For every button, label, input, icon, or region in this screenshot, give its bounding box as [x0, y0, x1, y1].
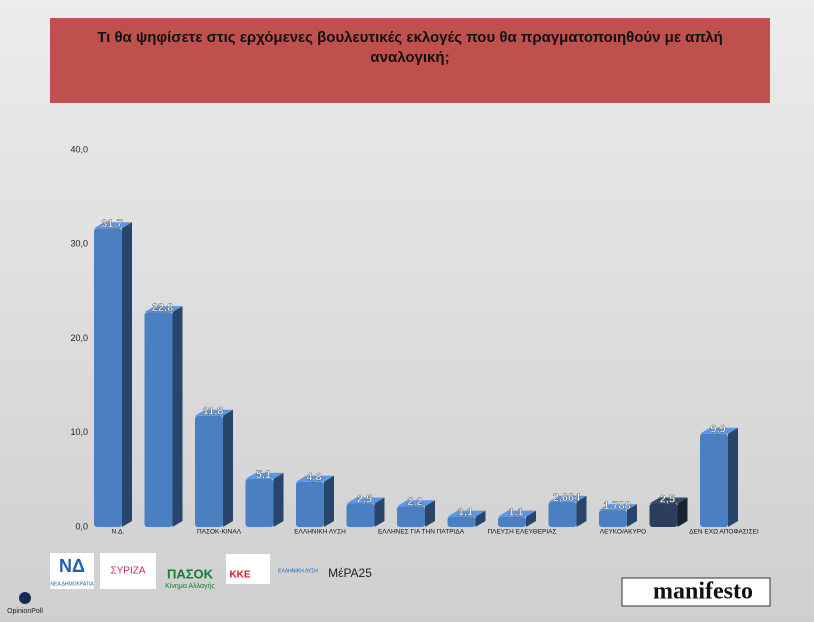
bar-top: [245, 472, 284, 479]
bar: [346, 503, 375, 527]
logo-box: [100, 553, 156, 589]
bar: [548, 501, 577, 527]
bar-side: [475, 510, 486, 527]
value-label: 2,5: [357, 493, 372, 505]
logo: manifesto: [653, 579, 753, 605]
value-label: 1,1: [508, 507, 523, 519]
value-label: 1,1: [458, 507, 473, 519]
bar-top: [700, 427, 738, 434]
value-label: 2,664: [553, 492, 581, 504]
bar-top: [144, 306, 183, 313]
x-tick-label: ΠΑΣΟΚ-ΚΙΝΑΛ: [197, 529, 242, 536]
x-tick-label: Ν.Δ.: [112, 529, 125, 536]
bar-top: [346, 497, 385, 504]
value-label: 1,788: [603, 500, 631, 512]
bar-top: [548, 495, 587, 502]
value-label: 11,8: [203, 406, 224, 418]
x-tick-label: ΔΕΝ ΕΧΩ ΑΠΟΦΑΣΙΣΕΙ: [689, 529, 759, 536]
logo: ΠΑΣΟΚ: [167, 566, 214, 581]
bar-side: [425, 500, 435, 527]
bar: [94, 228, 122, 528]
bar: [195, 415, 223, 527]
bar: [649, 503, 678, 527]
logo: ΜέΡΑ25: [328, 566, 372, 580]
bar-side: [374, 497, 385, 527]
bar-top: [649, 497, 688, 504]
bar-side: [223, 409, 233, 527]
x-tick-label: ΕΛΛΗΝΙΚΗ ΛΥΣΗ: [294, 529, 346, 536]
logo: ΝΔ: [59, 556, 85, 576]
bar-side: [122, 222, 132, 528]
bar-top: [94, 222, 132, 229]
bar-side: [172, 306, 183, 527]
bar-side: [526, 510, 536, 527]
logo: ΕΛΛΗΝΙΚΗ ΛΥΣΗ: [278, 568, 318, 574]
logo: ΝΕΑ ΔΗΜΟΚΡΑΤΙΑ: [50, 581, 94, 587]
logo-box: [226, 554, 270, 584]
value-label: 2,2: [407, 496, 422, 508]
bar-top: [195, 409, 233, 416]
y-tick-label: 20,0: [70, 333, 88, 343]
bar-side: [324, 475, 334, 527]
bar-top: [397, 500, 435, 507]
logo-box: [50, 553, 94, 589]
bar-side: [728, 427, 738, 527]
logo: ΣΥΡΙΖΑ: [110, 566, 145, 577]
title-box: [50, 18, 770, 103]
bar: [599, 510, 627, 527]
logo: ΚΚΕ: [229, 570, 250, 581]
value-label: 9,9: [710, 424, 725, 436]
title-wrap: Τι θα ψηφίσετε στις ερχόμενες βουλευτικέ…: [97, 29, 723, 66]
bar-top: [498, 510, 536, 517]
x-tick-label: ΕΛΛΗΝΕΣ ΓΙΑ ΤΗΝ ΠΑΤΡΙΔΑ: [378, 529, 465, 536]
value-label: 4,8: [306, 472, 321, 484]
bar: [447, 516, 476, 527]
y-tick-label: 0,0: [75, 521, 88, 531]
bar-top: [447, 510, 486, 517]
chart-title: Τι θα ψηφίσετε στις ερχόμενες βουλευτικέ…: [97, 29, 723, 66]
logo-box: [621, 577, 771, 607]
value-label: 31,7: [101, 218, 122, 230]
logo: Κίνημα Αλλαγής: [165, 582, 215, 590]
logo: OpinionPoll: [7, 608, 43, 615]
bar-side: [677, 497, 688, 527]
bar-top: [599, 504, 637, 511]
y-tick-label: 40,0: [70, 144, 88, 154]
bar: [144, 312, 173, 527]
bar: [296, 481, 324, 527]
logos: ΝΔ ΝΕΑ ΔΗΜΟΚΡΑΤΙΑ ΣΥΡΙΖΑ ΠΑΣΟΚ Κίνημα Αλ…: [7, 553, 771, 615]
logo-dot: [19, 592, 31, 604]
x-tick-label: ΠΛΕΥΣΗ ΕΛΕΥΘΕΡΙΑΣ: [487, 529, 556, 536]
value-label: 2,5: [660, 493, 675, 505]
bar: [397, 506, 425, 527]
bar-side: [627, 504, 637, 527]
bar: [498, 516, 526, 527]
bar-side: [273, 472, 284, 527]
value-label: 22,8: [152, 302, 173, 314]
bar-top: [296, 475, 334, 482]
value-label: 5,1: [256, 469, 271, 481]
x-tick-label: ΛΕΥΚΟ/ΑΚΥΡΟ: [600, 529, 646, 536]
y-tick-label: 30,0: [70, 239, 88, 249]
bar: [700, 433, 728, 527]
bar: [245, 478, 274, 527]
bar-side: [576, 495, 587, 527]
y-tick-label: 10,0: [70, 427, 88, 437]
